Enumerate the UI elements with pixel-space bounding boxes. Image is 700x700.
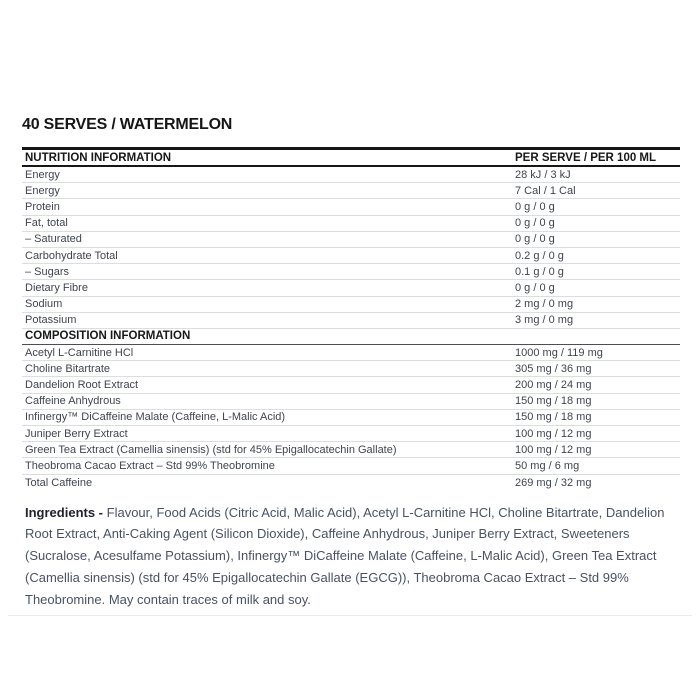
row-value: 0 g / 0 g — [515, 200, 555, 213]
row-value: 0 g / 0 g — [515, 217, 555, 230]
row-value: 269 mg / 32 mg — [515, 476, 592, 489]
table-row-green-tea-extract: Green Tea Extract (Camellia sinensis) (s… — [22, 442, 680, 459]
ingredients-paragraph: Ingredients - Flavour, Food Acids (Citri… — [22, 502, 680, 611]
table-row-caffeine-anhydrous: Caffeine Anhydrous 150 mg / 18 mg — [22, 394, 680, 410]
row-value: 28 kJ / 3 kJ — [515, 168, 571, 181]
table-row-theobroma-cacao-extract: Theobroma Cacao Extract – Std 99% Theobr… — [22, 458, 680, 475]
row-label: Juniper Berry Extract — [25, 427, 128, 440]
row-label: Dietary Fibre — [25, 281, 88, 294]
row-label: Protein — [25, 200, 60, 213]
row-label: Choline Bitartrate — [25, 362, 110, 375]
table-header-per-serve: PER SERVE / PER 100 ML — [515, 151, 657, 164]
table-row-acetyl-l-carnitine: Acetyl L-Carnitine HCl 1000 mg / 119 mg — [22, 345, 680, 362]
table-header-nutrition-information: NUTRITION INFORMATION — [25, 151, 172, 164]
table-row-energy-kj: Energy 28 kJ / 3 kJ — [22, 167, 680, 184]
composition-header-label: COMPOSITION INFORMATION — [25, 330, 191, 343]
table-row-dietary-fibre: Dietary Fibre 0 g / 0 g — [22, 280, 680, 297]
row-label: Theobroma Cacao Extract – Std 99% Theobr… — [25, 459, 275, 472]
row-value: 1000 mg / 119 mg — [515, 346, 603, 359]
row-label: – Sugars — [25, 265, 70, 278]
row-value: 0.1 g / 0 g — [515, 265, 564, 278]
row-label: Acetyl L-Carnitine HCl — [25, 346, 134, 359]
table-row-potassium: Potassium 3 mg / 0 mg — [22, 313, 680, 329]
ingredients-label: Ingredients - — [25, 504, 104, 520]
bottom-divider — [8, 615, 692, 617]
row-value: 200 mg / 24 mg — [515, 379, 592, 392]
row-label: Fat, total — [25, 217, 68, 230]
row-value: 100 mg / 12 mg — [515, 427, 592, 440]
row-value: 2 mg / 0 mg — [515, 298, 574, 311]
row-label: Green Tea Extract (Camellia sinensis) (s… — [25, 443, 397, 456]
row-label: Sodium — [25, 298, 63, 311]
row-label: – Saturated — [25, 233, 82, 246]
row-label: Infinergy™ DiCaffeine Malate (Caffeine, … — [25, 411, 286, 424]
page-title: 40 SERVES / WATERMELON — [22, 116, 233, 133]
row-value: 0 g / 0 g — [515, 281, 555, 294]
table-row-carbohydrate-total: Carbohydrate Total 0.2 g / 0 g — [22, 248, 680, 265]
table-row-total-caffeine: Total Caffeine 269 mg / 32 mg — [22, 475, 680, 491]
table-row-choline-bitartrate: Choline Bitartrate 305 mg / 36 mg — [22, 361, 680, 378]
nutrition-table: NUTRITION INFORMATION PER SERVE / PER 10… — [22, 147, 680, 491]
ingredients-text: Flavour, Food Acids (Citric Acid, Malic … — [25, 504, 665, 607]
row-value: 0 g / 0 g — [515, 233, 555, 246]
row-label: Energy — [25, 184, 60, 197]
table-header-row: NUTRITION INFORMATION PER SERVE / PER 10… — [22, 150, 680, 167]
table-row-sugars: – Sugars 0.1 g / 0 g — [22, 264, 680, 281]
table-row-protein: Protein 0 g / 0 g — [22, 199, 680, 216]
row-value: 305 mg / 36 mg — [515, 362, 592, 375]
row-value: 100 mg / 12 mg — [515, 443, 592, 456]
composition-header-row: COMPOSITION INFORMATION — [22, 329, 680, 346]
table-row-saturated: – Saturated 0 g / 0 g — [22, 232, 680, 248]
row-label: Potassium — [25, 314, 77, 327]
row-value: 150 mg / 18 mg — [515, 411, 592, 424]
row-label: Dandelion Root Extract — [25, 379, 139, 392]
table-row-energy-cal: Energy 7 Cal / 1 Cal — [22, 183, 680, 200]
row-label: Energy — [25, 168, 60, 181]
table-row-fat-total: Fat, total 0 g / 0 g — [22, 216, 680, 232]
row-value: 0.2 g / 0 g — [515, 249, 564, 262]
row-label: Caffeine Anhydrous — [25, 395, 121, 408]
row-value: 150 mg / 18 mg — [515, 395, 592, 408]
table-row-sodium: Sodium 2 mg / 0 mg — [22, 297, 680, 313]
row-label: Total Caffeine — [25, 476, 93, 489]
row-value: 3 mg / 0 mg — [515, 314, 574, 327]
row-value: 50 mg / 6 mg — [515, 459, 580, 472]
row-label: Carbohydrate Total — [25, 249, 118, 262]
table-row-infinergy-dicaffeine-malate: Infinergy™ DiCaffeine Malate (Caffeine, … — [22, 410, 680, 426]
table-row-dandelion-root-extract: Dandelion Root Extract 200 mg / 24 mg — [22, 377, 680, 394]
row-value: 7 Cal / 1 Cal — [515, 184, 576, 197]
table-row-juniper-berry-extract: Juniper Berry Extract 100 mg / 12 mg — [22, 426, 680, 443]
